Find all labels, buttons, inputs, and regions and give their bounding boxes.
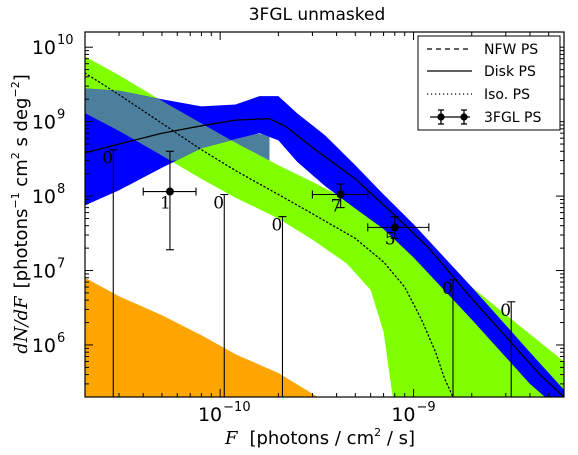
y-axis-unit-exp2: 2	[9, 152, 22, 159]
y-axis-unit-mid: cm	[11, 159, 32, 192]
plot-area	[85, 56, 564, 397]
band-overlap-disk-iso	[85, 88, 270, 161]
legend-label-nfw: NFW PS	[484, 42, 538, 58]
legend-swatch-3fgl	[430, 109, 470, 125]
data-marks: 0 0 0 0 0 1 7 5	[102, 149, 516, 397]
line-iso-ps	[85, 72, 454, 397]
x-tick-label: 10	[198, 404, 222, 426]
y-axis-unit-tail: s deg	[11, 98, 32, 153]
data-point-count: 1	[160, 194, 171, 214]
band-nfw-ps	[85, 277, 318, 397]
legend-label-disk: Disk PS	[484, 64, 536, 80]
y-tick-label-exp: 8	[57, 182, 65, 197]
upper-limit-count: 0	[271, 216, 282, 236]
y-tick-label-exp: 9	[57, 108, 65, 123]
plot-frame	[84, 31, 565, 398]
upper-limit-count: 0	[213, 194, 224, 214]
y-axis-unit-exp1: −1	[9, 192, 22, 208]
x-axis-unit-exp: 2	[374, 426, 381, 439]
y-axis-label: dN/dF [photons−1 cm2 s deg−2]	[9, 74, 32, 353]
x-axis-label: F [photons / cm2 / s]	[224, 426, 415, 449]
upper-limit-count: 0	[102, 149, 113, 169]
y-axis-unit: [photons	[11, 209, 32, 289]
data-point-count: 7	[331, 197, 342, 217]
legend-label-iso: Iso. PS	[484, 87, 530, 103]
y-tick-label-exp: 7	[57, 257, 65, 272]
upper-limit-count: 0	[442, 279, 453, 299]
x-tick-label-exp: −9	[417, 400, 436, 415]
y-tick-label-exp: 10	[57, 33, 74, 48]
legend: NFW PS Disk PS Iso. PS 3FGL PS	[417, 35, 561, 131]
y-axis-var: dN/dF	[11, 295, 32, 354]
y-tick-label-exp: 6	[57, 331, 65, 346]
x-axis-unit: [photons / cm	[249, 428, 374, 449]
data-point	[390, 223, 399, 232]
x-axis-unit-tail: / s]	[381, 428, 415, 449]
y-tick-label: 10	[32, 186, 56, 208]
x-axis-var: F	[224, 428, 239, 449]
y-tick-label: 10	[32, 112, 56, 134]
x-tick-label: 10	[391, 404, 415, 426]
legend-label-3fgl: 3FGL PS	[484, 110, 542, 126]
upper-limit-count: 0	[500, 301, 511, 321]
data-point	[336, 190, 345, 199]
y-axis-unit-exp3: −2	[9, 81, 22, 97]
y-axis-unit-end: ]	[11, 74, 32, 81]
y-tick-label: 10	[32, 335, 56, 357]
x-tick-label-exp: −10	[223, 400, 250, 415]
data-point-count: 5	[385, 229, 396, 249]
y-tick-label: 10	[32, 261, 56, 283]
y-tick-label: 10	[32, 37, 56, 59]
data-point	[165, 187, 174, 196]
line-disk-ps	[85, 117, 564, 397]
chart-title: 3FGL unmasked	[249, 5, 386, 25]
